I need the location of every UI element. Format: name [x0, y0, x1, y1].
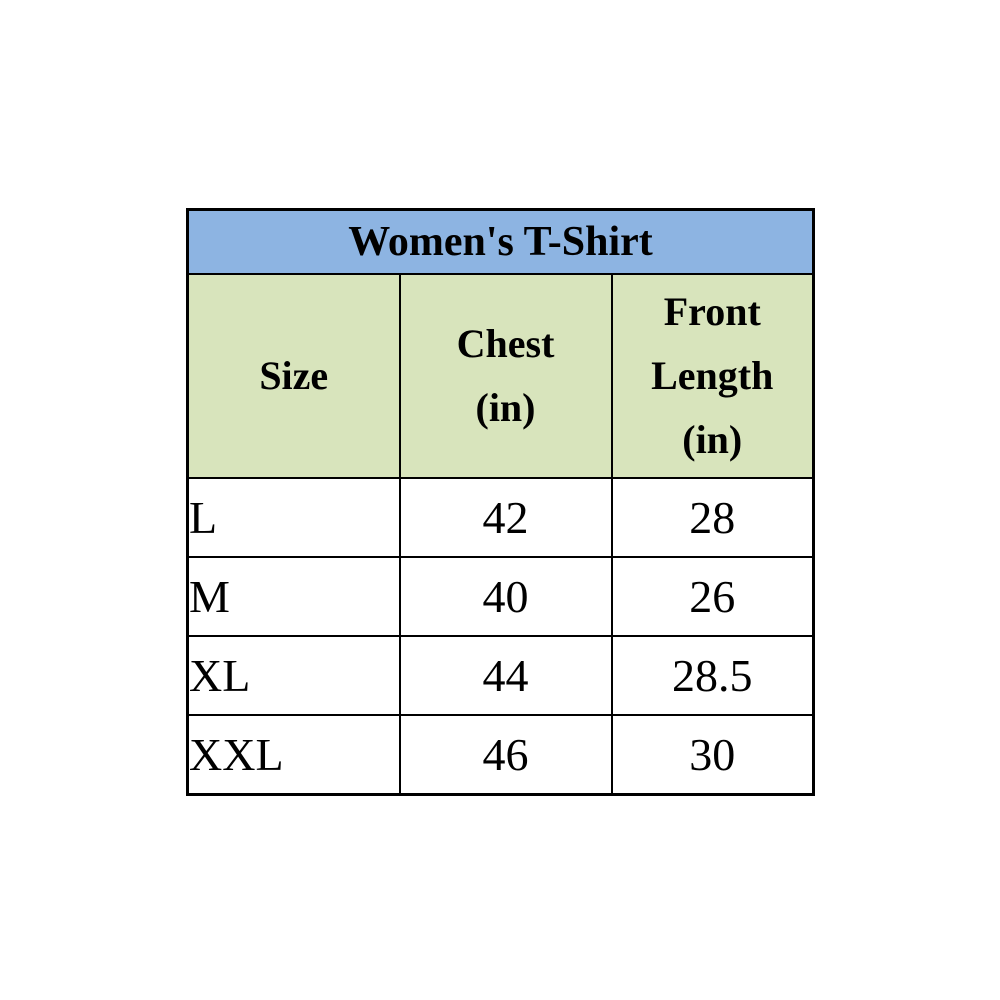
- column-header-size: Size: [186, 273, 401, 479]
- size-value: XL: [186, 635, 401, 716]
- table-title: Women's T-Shirt: [186, 208, 815, 275]
- front-length-value: 30: [610, 714, 815, 796]
- chest-value: 40: [398, 556, 613, 637]
- column-header-chest: Chest (in): [398, 273, 613, 479]
- front-length-value: 28: [610, 477, 815, 558]
- size-value: L: [186, 477, 401, 558]
- table-header-row: Size Chest (in) Front Length (in): [186, 273, 815, 479]
- chest-value: 44: [398, 635, 613, 716]
- size-chart-table: Women's T-Shirt Size Chest (in) Front Le…: [186, 208, 815, 796]
- front-length-value: 28.5: [610, 635, 815, 716]
- table-title-row: Women's T-Shirt: [186, 208, 815, 275]
- table-row: XL 44 28.5: [186, 635, 815, 716]
- column-header-front-length: Front Length (in): [610, 273, 815, 479]
- chest-value: 42: [398, 477, 613, 558]
- size-value: XXL: [186, 714, 401, 796]
- table-row: M 40 26: [186, 556, 815, 637]
- size-value: M: [186, 556, 401, 637]
- table-row: L 42 28: [186, 477, 815, 558]
- front-length-value: 26: [610, 556, 815, 637]
- chest-value: 46: [398, 714, 613, 796]
- table-row: XXL 46 30: [186, 714, 815, 796]
